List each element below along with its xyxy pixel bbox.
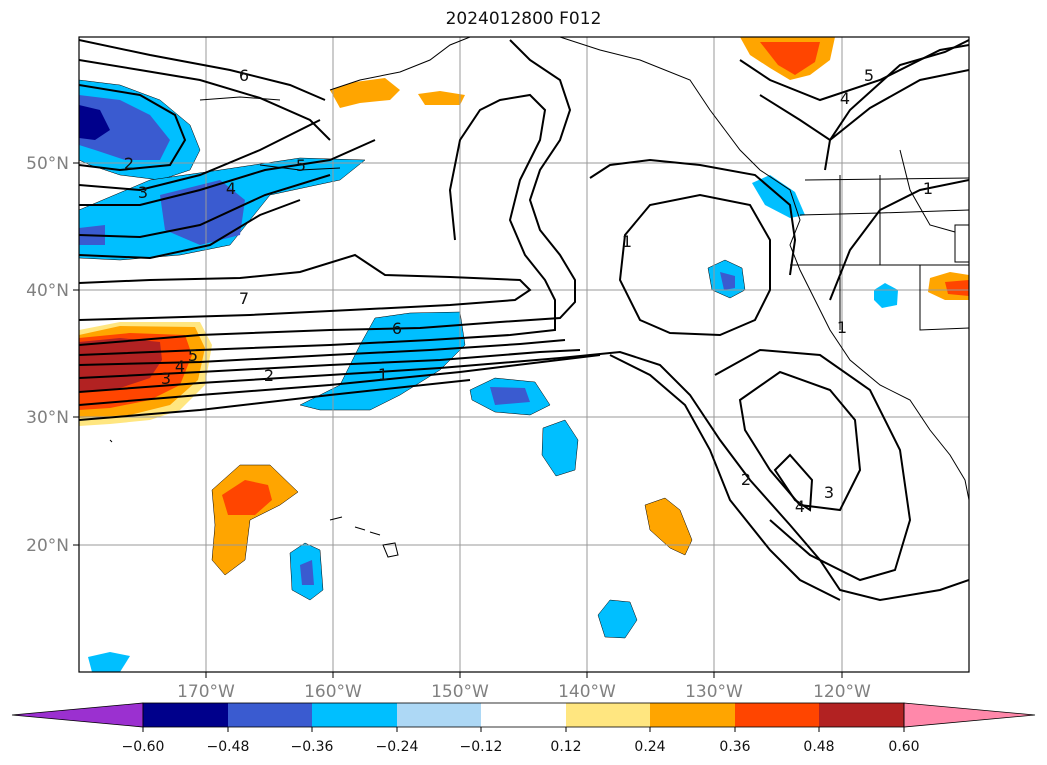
coastlines <box>109 37 969 558</box>
lon-label-130w: 130°W <box>685 682 743 702</box>
lon-label-160w: 160°W <box>304 682 362 702</box>
contour-label: 6 <box>392 319 402 338</box>
lon-label-120w: 120°W <box>813 682 871 702</box>
lat-label-40n: 40°N <box>26 281 69 301</box>
colorbar-tick-label: −0.24 <box>376 739 419 755</box>
colorbar-segment <box>397 703 481 727</box>
colorbar-tick-label: −0.36 <box>291 739 334 755</box>
tick-marks <box>73 162 843 678</box>
contour-label: 3 <box>138 183 148 202</box>
colorbar-segment <box>819 703 904 727</box>
contour-label: 1 <box>378 365 388 384</box>
colorbar-segment <box>228 703 312 727</box>
contour-label: 1 <box>837 318 847 337</box>
colorbar-tick-label: 0.24 <box>634 739 665 755</box>
shaded-anomalies <box>79 37 969 672</box>
contour-label: 5 <box>296 156 306 175</box>
contour-lines <box>79 39 969 602</box>
contour-label: 7 <box>239 289 249 308</box>
colorbar-tick-label: 0.60 <box>888 739 919 755</box>
contour-label: 2 <box>264 366 274 385</box>
contour-label: 4 <box>840 89 850 108</box>
colorbar-tick-label: −0.60 <box>122 739 165 755</box>
contour-labels: 6 2 3 4 5 7 6 5 4 3 2 1 1 5 4 1 1 2 3 4 <box>124 66 933 516</box>
colorbar-tick-label: 0.36 <box>719 739 750 755</box>
colorbar-extend-min <box>11 702 144 728</box>
colorbar-segment <box>312 703 397 727</box>
contour-label: 5 <box>864 66 874 85</box>
longitude-labels: 170°W 160°W 150°W 140°W 130°W 120°W <box>177 682 871 702</box>
colorbar-segment <box>143 703 228 727</box>
contour-label: 4 <box>795 497 805 516</box>
contour-label: 2 <box>741 470 751 489</box>
colorbar-tick-label: −0.12 <box>460 739 503 755</box>
contour-label: 5 <box>188 346 198 365</box>
contour-label: 1 <box>923 179 933 198</box>
colorbar-tick-label: 0.48 <box>803 739 834 755</box>
lat-label-20n: 20°N <box>26 536 69 556</box>
colorbar-segment <box>650 703 735 727</box>
contour-label: 1 <box>622 232 632 251</box>
lon-label-150w: 150°W <box>431 682 489 702</box>
lat-label-30n: 30°N <box>26 408 69 428</box>
negative-anomaly-central <box>299 311 466 411</box>
colorbar-segment <box>481 703 566 727</box>
lon-label-170w: 170°W <box>177 682 235 702</box>
colorbar-tick-label: 0.12 <box>550 739 581 755</box>
contour-label: 6 <box>239 66 249 85</box>
lon-label-140w: 140°W <box>558 682 616 702</box>
contour-label: 3 <box>161 369 171 388</box>
contour-label: 3 <box>824 483 834 502</box>
colorbar-segment <box>735 703 819 727</box>
map-area: 6 2 3 4 5 7 6 5 4 3 2 1 1 5 4 1 1 2 3 4 <box>79 37 969 672</box>
lat-label-50n: 50°N <box>26 154 69 174</box>
colorbar: −0.60 −0.48 −0.36 −0.24 −0.12 0.12 0.24 … <box>11 702 1036 755</box>
map-frame <box>78 36 970 673</box>
map-title: 2024012800 F012 <box>445 9 602 29</box>
colorbar-tick-label: −0.48 <box>207 739 250 755</box>
contour-label: 4 <box>175 357 185 376</box>
latitude-labels: 50°N 40°N 30°N 20°N <box>26 154 69 556</box>
colorbar-segment <box>566 703 650 727</box>
contour-label: 4 <box>226 179 236 198</box>
contour-label: 2 <box>124 154 134 173</box>
colorbar-extend-max <box>903 702 1036 728</box>
